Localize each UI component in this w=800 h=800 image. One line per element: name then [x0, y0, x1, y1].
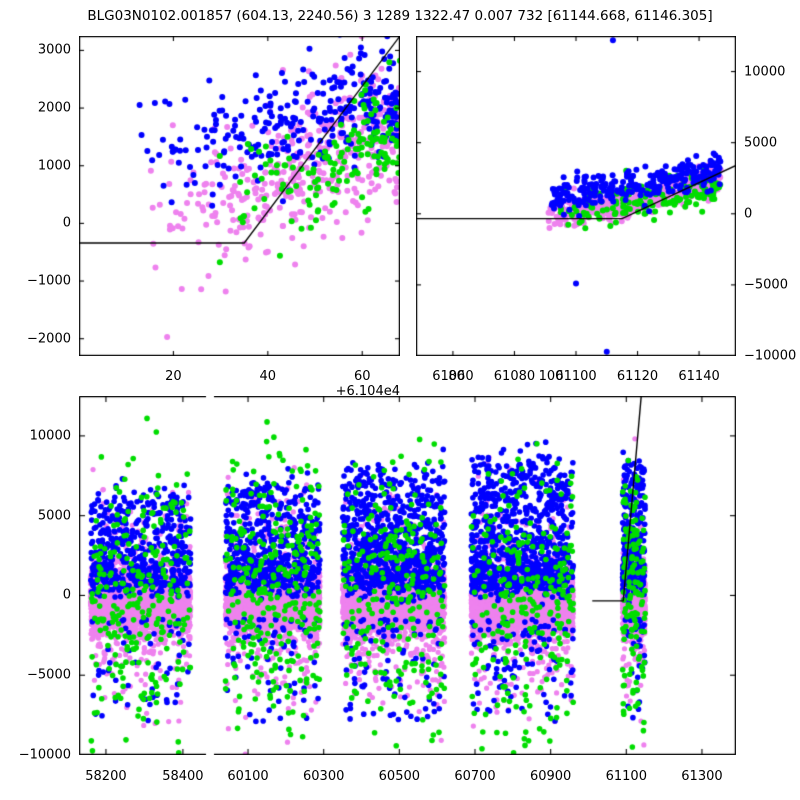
tl-ytick-1000: 1000 — [37, 158, 71, 174]
tl-xtick-100: 100 — [538, 369, 564, 384]
tl-xtick-20: 20 — [165, 369, 182, 384]
bt-xtick-61300: 61300 — [681, 769, 723, 784]
tr-xtick-61080: 61080 — [493, 369, 536, 384]
bt-ytick-10000: 10000 — [29, 428, 71, 444]
bt-xtick-58200: 58200 — [85, 769, 127, 784]
tr-ytick-0: 0 — [744, 206, 753, 222]
panel-tr-plot-area — [416, 36, 736, 356]
bt-xtick-60100: 60100 — [227, 769, 269, 784]
tl-ytick-2000: 2000 — [37, 100, 71, 116]
bt-ytick--5000: −5000 — [27, 667, 71, 683]
tl-ytick--2000: −2000 — [27, 331, 71, 347]
panel-bottom[interactable] — [79, 396, 736, 755]
panel-tl-plot-area — [79, 36, 400, 356]
tr-ytick--10000: −10000 — [744, 348, 797, 364]
tl-ytick-0: 0 — [62, 215, 71, 231]
tr-xtick-61100: 61100 — [555, 369, 597, 384]
tl-ytick-3000: 3000 — [37, 42, 71, 58]
tr-xtick-61060: 61060 — [432, 369, 474, 384]
bt-ytick-5000: 5000 — [37, 508, 71, 524]
panel-bt-plot-area — [79, 396, 736, 755]
panel-top-right[interactable] — [416, 36, 736, 356]
bt-xtick-60900: 60900 — [529, 769, 572, 784]
tr-ytick--5000: −5000 — [744, 277, 788, 293]
bt-xtick-61100: 61100 — [605, 769, 647, 784]
bt-xtick-58400: 58400 — [162, 769, 204, 784]
panel-top-left[interactable] — [79, 36, 400, 356]
tl-xaxis-offset-text: +6.104e4 — [335, 384, 400, 399]
tr-xtick-61140: 61140 — [678, 369, 720, 384]
bt-ytick--10000: −10000 — [18, 747, 71, 763]
tl-ytick--1000: −1000 — [27, 273, 71, 289]
bt-xtick-60500: 60500 — [378, 769, 421, 784]
tl-xtick-80: 80 — [448, 369, 465, 384]
figure-title: BLG03N0102.001857 (604.13, 2240.56) 3 12… — [87, 8, 713, 24]
bt-ytick-0: 0 — [62, 587, 71, 603]
tr-ytick-10000: 10000 — [744, 64, 786, 80]
tl-xtick-60: 60 — [353, 369, 371, 384]
bt-xtick-60700: 60700 — [454, 769, 496, 784]
bt-xtick-60300: 60300 — [303, 769, 345, 784]
tr-ytick-5000: 5000 — [744, 135, 778, 151]
tl-xtick-40: 40 — [259, 369, 277, 384]
tr-xtick-61120: 61120 — [616, 369, 659, 384]
